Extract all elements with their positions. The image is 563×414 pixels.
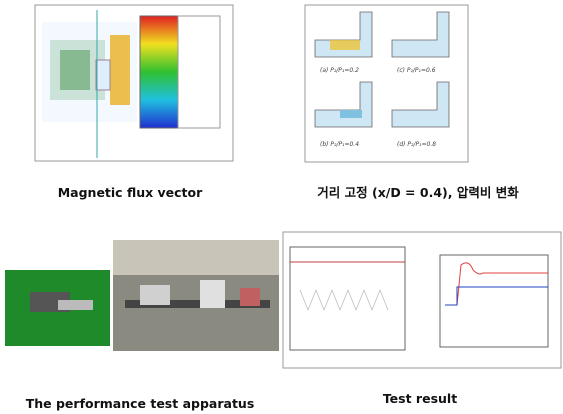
flow-label: (d) P₂/P₁=0.8 xyxy=(397,141,436,148)
flux-image xyxy=(35,5,233,161)
flow-images xyxy=(305,5,468,162)
result-plots xyxy=(283,232,561,368)
caption: Magnetic flux vector xyxy=(58,185,203,200)
caption: The performance test apparatus xyxy=(26,396,255,411)
flow-label: (b) P₂/P₁=0.4 xyxy=(320,141,359,148)
caption: 거리 고정 (x/D = 0.4), 압력비 변화 xyxy=(317,185,519,200)
flow-label: (c) P₂/P₁=0.6 xyxy=(397,67,436,74)
flow-label: (a) P₂/P₁=0.2 xyxy=(320,67,359,74)
caption: Test result xyxy=(383,391,457,406)
figure: (a) P₂/P₁=0.2 (c) P₂/P₁=0.6 (b) P₂/P₁=0.… xyxy=(0,0,563,414)
apparatus-photos xyxy=(5,240,279,351)
